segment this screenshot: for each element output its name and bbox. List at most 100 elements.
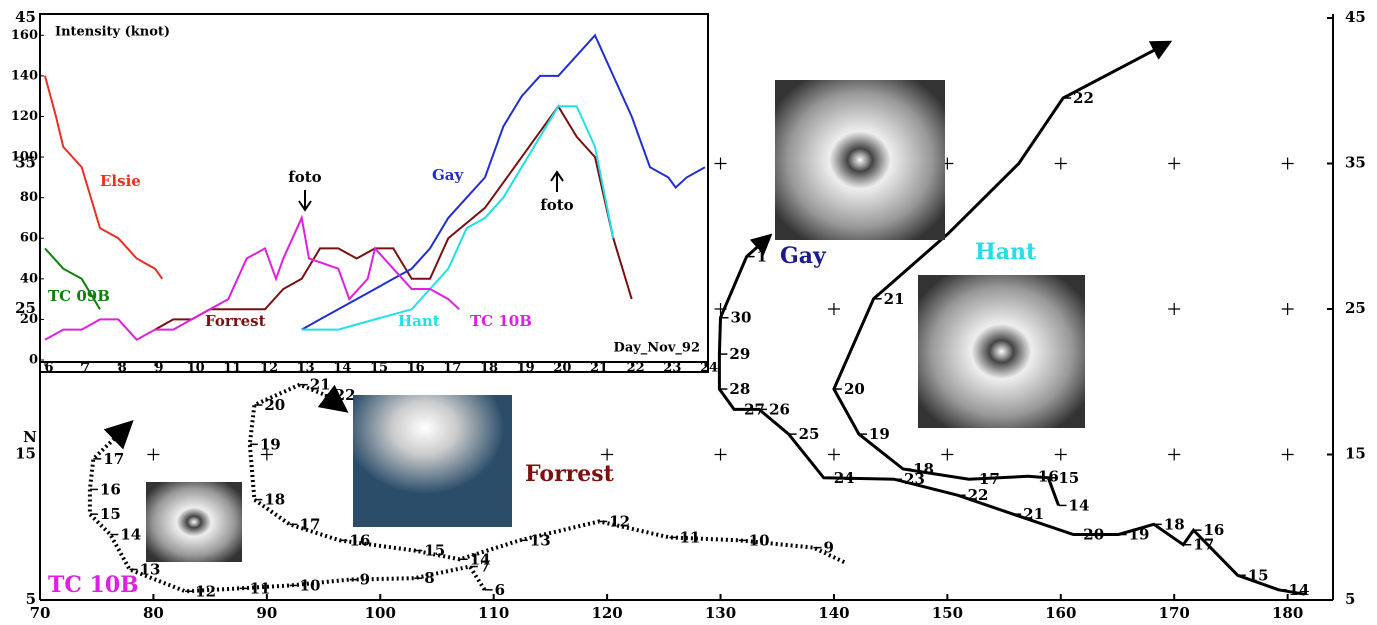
day-label: 6 bbox=[495, 581, 505, 599]
day-label: 19 bbox=[1129, 526, 1150, 544]
y-tick-label: 5 bbox=[1345, 590, 1355, 608]
day-label: 26 bbox=[769, 400, 790, 418]
day-label: 20 bbox=[1083, 526, 1104, 544]
satellite-photo bbox=[918, 275, 1085, 428]
day-label: 19 bbox=[869, 425, 890, 443]
day-label: 22 bbox=[968, 486, 989, 504]
y-tick-label: 20 bbox=[20, 312, 38, 327]
day-label: 9 bbox=[824, 539, 834, 557]
day-label: 18 bbox=[1164, 515, 1185, 533]
day-label: 11 bbox=[250, 579, 271, 597]
day-label: 27 bbox=[744, 400, 765, 418]
x-tick-label: 100 bbox=[365, 604, 396, 622]
grid-cross bbox=[1168, 303, 1180, 315]
day-label: 16 bbox=[349, 531, 370, 549]
day-label: 14 bbox=[1069, 496, 1090, 514]
y-tick-label: 80 bbox=[20, 190, 38, 205]
day-label: 15 bbox=[424, 542, 445, 560]
day-label: 28 bbox=[729, 380, 750, 398]
day-label: 22 bbox=[1073, 89, 1094, 107]
day-label: 16 bbox=[100, 480, 121, 498]
day-label: 30 bbox=[731, 309, 752, 327]
x-tick-label: 90 bbox=[256, 604, 277, 622]
day-label: 8 bbox=[424, 569, 434, 587]
y-tick-label: 140 bbox=[11, 68, 38, 83]
series-label: Gay bbox=[432, 166, 465, 184]
x-tick-label: 130 bbox=[705, 604, 736, 622]
day-label: 10 bbox=[749, 531, 770, 549]
day-label: 25 bbox=[799, 425, 820, 443]
chart: N708090100110120130140150160170180551515… bbox=[0, 0, 1377, 625]
grid-cross bbox=[601, 449, 613, 461]
x-tick-label: 170 bbox=[1159, 604, 1190, 622]
grid-cross bbox=[1055, 449, 1067, 461]
day-label: 17 bbox=[979, 470, 1000, 488]
track-name: Hant bbox=[975, 239, 1037, 265]
grid-cross bbox=[1282, 449, 1294, 461]
day-label: 20 bbox=[264, 396, 285, 414]
day-label: 18 bbox=[264, 491, 285, 509]
satellite-photo bbox=[146, 482, 242, 562]
day-label: 13 bbox=[140, 560, 161, 578]
day-label: 14 bbox=[120, 526, 141, 544]
grid-cross bbox=[147, 449, 159, 461]
day-label: 15 bbox=[1248, 566, 1269, 584]
day-label: 14 bbox=[470, 550, 491, 568]
grid-cross bbox=[941, 449, 953, 461]
y-tick-label: 25 bbox=[1345, 299, 1366, 317]
x-tick-label: 140 bbox=[818, 604, 849, 622]
series-label: TC 10B bbox=[470, 312, 532, 330]
day-label: 12 bbox=[195, 582, 216, 600]
annotation: foto bbox=[288, 168, 321, 186]
series-label: TC 09B bbox=[48, 287, 110, 305]
day-label: 12 bbox=[609, 512, 630, 530]
y-tick-label: 0 bbox=[29, 353, 38, 368]
y-axis-label: N bbox=[23, 428, 37, 446]
grid-cross bbox=[828, 449, 840, 461]
day-label: 17 bbox=[1193, 536, 1214, 554]
day-label: 9 bbox=[360, 571, 370, 589]
y-tick-label: 160 bbox=[11, 28, 38, 43]
grid-cross bbox=[1168, 158, 1180, 170]
grid-cross bbox=[1055, 158, 1067, 170]
day-label: 21 bbox=[1023, 505, 1044, 523]
grid-cross bbox=[828, 303, 840, 315]
day-label: 24 bbox=[834, 469, 855, 487]
track-name: Forrest bbox=[525, 461, 615, 487]
y-tick-label: 120 bbox=[11, 109, 38, 124]
x-tick-label: 80 bbox=[143, 604, 164, 622]
day-label: 13 bbox=[530, 531, 551, 549]
day-label: 11 bbox=[679, 528, 700, 546]
y-tick-label: 35 bbox=[1345, 154, 1366, 172]
grid-cross bbox=[1168, 449, 1180, 461]
series-label: Forrest bbox=[205, 312, 266, 330]
day-label: 22 bbox=[335, 386, 356, 404]
grid-cross bbox=[1282, 303, 1294, 315]
day-label: 17 bbox=[300, 515, 321, 533]
y-tick-label: 45 bbox=[15, 8, 36, 26]
inset-frame bbox=[40, 14, 708, 372]
x-axis-label: Day_Nov_92 bbox=[614, 341, 700, 356]
day-label: 15 bbox=[1058, 469, 1079, 487]
y-tick-label: 40 bbox=[20, 271, 38, 286]
track-name: Gay bbox=[780, 243, 827, 269]
y-tick-label: 15 bbox=[1345, 445, 1366, 463]
day-label: 20 bbox=[844, 380, 865, 398]
day-label: 19 bbox=[260, 435, 281, 453]
annotation: foto bbox=[540, 196, 573, 214]
x-tick-label: 160 bbox=[1045, 604, 1076, 622]
day-label: 15 bbox=[100, 505, 121, 523]
day-label: 10 bbox=[300, 576, 321, 594]
inset-title: Intensity (knot) bbox=[55, 25, 170, 40]
y-tick-label: 100 bbox=[11, 150, 38, 165]
day-label: 18 bbox=[913, 460, 934, 478]
grid-cross bbox=[1282, 158, 1294, 170]
grid-cross bbox=[715, 158, 727, 170]
satellite-photo bbox=[353, 395, 512, 527]
y-tick-label: 45 bbox=[1345, 8, 1366, 26]
x-tick-label: 120 bbox=[591, 604, 622, 622]
day-label: 1 bbox=[757, 248, 767, 266]
day-label: 17 bbox=[103, 450, 124, 468]
series-label: Elsie bbox=[100, 172, 141, 190]
x-tick-label: 180 bbox=[1272, 604, 1303, 622]
